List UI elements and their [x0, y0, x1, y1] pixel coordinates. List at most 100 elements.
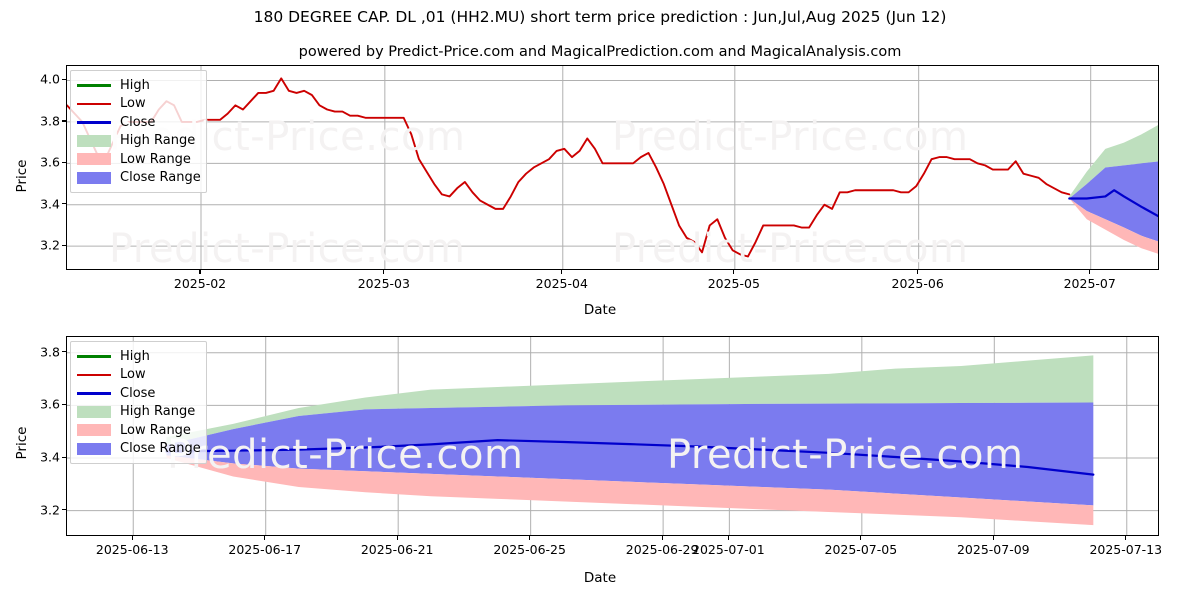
- band-high-range: [166, 355, 1094, 445]
- x-tick-label: 2025-07: [1063, 276, 1116, 291]
- watermark-detail-1: Predict-Price.com: [167, 432, 524, 478]
- detail-x-axis-label: Date: [583, 570, 617, 586]
- legend-patch-swatch-icon: [77, 405, 111, 419]
- band-high-range: [1069, 125, 1158, 199]
- page-subtitle: powered by Predict-Price.com and Magical…: [298, 44, 902, 60]
- legend-item-label: Low Range: [120, 151, 191, 167]
- x-tick-mark: [131, 536, 133, 540]
- x-tick-mark: [396, 536, 398, 540]
- detail-plot-area: Predict-Price.com Predict-Price.com: [66, 336, 1159, 536]
- legend-line-swatch-icon: [77, 386, 111, 400]
- legend-item-high: High: [77, 347, 198, 366]
- legend-patch-swatch-icon: [77, 442, 111, 456]
- x-tick-mark: [917, 270, 919, 274]
- legend-patch-swatch-icon: [77, 171, 111, 185]
- x-tick-mark: [529, 536, 531, 540]
- y-tick-label: 3.6: [40, 154, 60, 170]
- y-tick-mark: [62, 161, 66, 163]
- y-tick-label: 3.8: [40, 344, 60, 360]
- y-tick-mark: [62, 203, 66, 205]
- legend-item-low: Low: [77, 366, 198, 385]
- y-tick-label: 3.4: [40, 449, 60, 465]
- band-low-range: [166, 455, 1094, 526]
- band-low-range: [1069, 198, 1158, 254]
- x-tick-label: 2025-04: [535, 276, 588, 291]
- x-tick-mark: [383, 270, 385, 274]
- detail-legend: High Low Close High Range Low Range Close Ran…: [70, 341, 207, 464]
- x-tick-label: 2025-06-29: [625, 542, 699, 557]
- y-tick-mark: [62, 351, 66, 353]
- legend-patch-swatch-icon: [77, 134, 111, 148]
- watermark-overview-4: Predict-Price.com: [612, 226, 969, 270]
- y-tick-mark: [62, 403, 66, 406]
- legend-item-close: Close: [77, 113, 198, 132]
- detail-chart-panel: Price 3.2 3.4 3.6 3.8 2025-06-13 2025-06-17 2…: [0, 320, 1200, 600]
- legend-item-label: Close: [120, 114, 156, 130]
- overview-plot-area: Predict-Price.com Predict-Price.com Pred…: [66, 65, 1159, 270]
- legend-item-label: Low: [120, 96, 146, 112]
- watermark-overview-2: Predict-Price.com: [612, 114, 969, 160]
- x-tick-mark: [264, 536, 266, 540]
- x-tick-label: 2025-05: [707, 276, 760, 291]
- overview-legend: High Low Close High Range Low Range Close Ran…: [70, 70, 207, 193]
- band-close-range: [166, 402, 1094, 506]
- legend-item-close-range: Close Range: [77, 440, 201, 459]
- legend-item-high-range: High Range: [77, 403, 198, 422]
- x-tick-label: 2025-07-13: [1089, 542, 1163, 557]
- legend-line-swatch-icon: [77, 349, 111, 363]
- legend-item-low: Low: [77, 95, 198, 114]
- x-tick-mark: [561, 270, 563, 274]
- y-tick-label: 3.8: [40, 113, 60, 129]
- legend-item-label: Close Range: [120, 170, 201, 186]
- x-tick-mark: [199, 270, 201, 274]
- legend-item-label: Low Range: [120, 422, 191, 438]
- y-tick-mark: [62, 456, 66, 458]
- x-tick-label: 2025-06-13: [95, 542, 169, 557]
- x-tick-label: 2025-06-21: [360, 542, 434, 557]
- x-tick-mark: [661, 536, 663, 540]
- x-tick-mark: [860, 536, 862, 540]
- legend-item-close-range: Close Range: [77, 169, 201, 188]
- legend-item-label: Low: [120, 367, 146, 383]
- y-tick-mark: [62, 78, 66, 81]
- legend-item-label: Close Range: [120, 441, 201, 457]
- x-tick-mark: [1125, 536, 1127, 540]
- watermark-detail-2: Predict-Price.com: [667, 432, 1024, 478]
- legend-item-close: Close: [77, 384, 198, 403]
- legend-item-label: High Range: [120, 404, 196, 420]
- y-tick-label: 3.6: [40, 396, 60, 412]
- overview-chart-panel: Price 3.2 3.4 3.6 3.8 4.0 2025-02 2025-03 2025…: [14, 65, 1159, 318]
- series-line-close: [165, 439, 1095, 476]
- legend-item-high-range: High Range: [77, 132, 198, 151]
- y-tick-label: 3.2: [40, 237, 60, 253]
- x-tick-mark: [733, 270, 735, 274]
- legend-line-swatch-icon: [77, 115, 111, 129]
- series-line-low: [67, 77, 1071, 258]
- legend-line-swatch-icon: [77, 368, 111, 382]
- y-tick-label: 4.0: [40, 71, 60, 87]
- x-tick-label: 2025-06-17: [228, 542, 302, 557]
- x-tick-label: 2025-06-25: [493, 542, 566, 557]
- legend-line-swatch-icon: [77, 78, 111, 92]
- legend-item-high: High: [77, 76, 198, 95]
- x-tick-mark: [992, 536, 994, 540]
- overview-x-axis-label: Date: [583, 302, 617, 318]
- legend-item-label: High: [120, 348, 150, 364]
- legend-item-label: High: [120, 77, 150, 93]
- legend-item-label: High Range: [120, 133, 196, 149]
- x-tick-mark: [727, 536, 729, 540]
- legend-item-low-range: Low Range: [77, 150, 198, 169]
- x-tick-label: 2025-02: [173, 276, 227, 291]
- overview-plot-svg: [67, 66, 1158, 269]
- legend-item-low-range: Low Range: [77, 421, 198, 440]
- y-tick-label: 3.4: [40, 196, 60, 212]
- series-line-close: [1068, 189, 1158, 218]
- x-tick-label: 2025-07-01: [692, 542, 765, 557]
- x-tick-label: 2025-03: [357, 276, 410, 291]
- x-tick-label: 2025-07-09: [956, 542, 1030, 557]
- y-tick-mark: [62, 120, 66, 122]
- y-tick-mark: [62, 244, 66, 246]
- legend-line-swatch-icon: [77, 97, 111, 111]
- y-tick-label: 3.2: [40, 502, 60, 518]
